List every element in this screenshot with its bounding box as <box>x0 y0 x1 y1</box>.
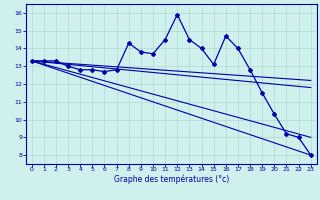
X-axis label: Graphe des températures (°c): Graphe des températures (°c) <box>114 175 229 184</box>
